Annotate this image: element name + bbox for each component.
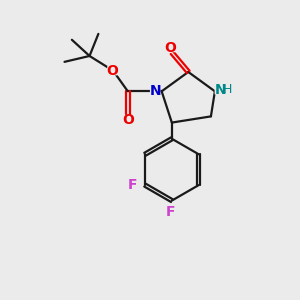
Text: O: O xyxy=(106,64,119,78)
FancyBboxPatch shape xyxy=(166,207,175,216)
FancyBboxPatch shape xyxy=(165,43,176,52)
Text: F: F xyxy=(128,178,137,192)
Text: N: N xyxy=(214,83,226,97)
Text: N: N xyxy=(149,84,161,98)
FancyBboxPatch shape xyxy=(150,87,160,96)
FancyBboxPatch shape xyxy=(128,180,137,189)
FancyBboxPatch shape xyxy=(122,116,133,125)
Text: F: F xyxy=(166,205,175,219)
Text: O: O xyxy=(165,40,176,55)
Text: O: O xyxy=(122,113,134,127)
Text: H: H xyxy=(223,83,232,96)
FancyBboxPatch shape xyxy=(214,85,230,94)
FancyBboxPatch shape xyxy=(107,66,118,75)
